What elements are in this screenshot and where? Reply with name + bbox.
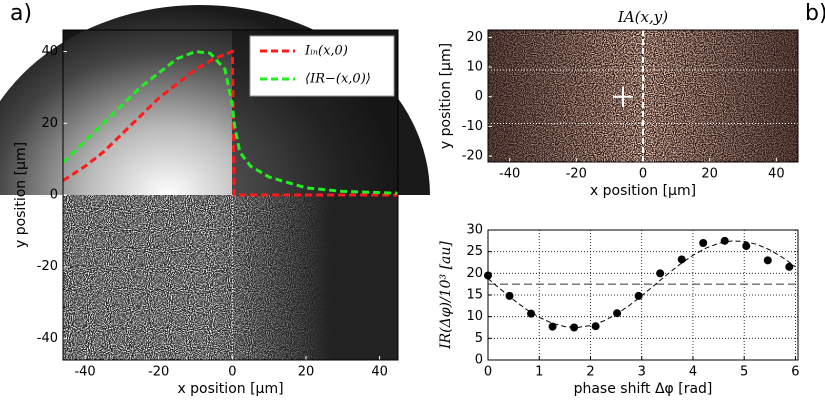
plot-frame <box>487 29 799 163</box>
x-tick-label: 40 <box>371 365 388 380</box>
legend-label: Iᵢₙ(x,0) <box>304 44 348 59</box>
point <box>742 242 751 251</box>
x-tick-label: 1 <box>535 365 543 380</box>
plot-frame <box>62 29 399 361</box>
x-axis-label: x position [μm] <box>590 183 696 199</box>
y-axis-label: y position [μm] <box>13 142 29 248</box>
point <box>699 239 708 247</box>
series-line <box>62 49 398 197</box>
y-tick-label: 30 <box>466 223 483 238</box>
y-tick-label: 5 <box>475 331 483 346</box>
y-tick-label: 0 <box>50 188 58 203</box>
x-tick-label: 0 <box>484 365 492 380</box>
x-tick-label: 4 <box>689 365 697 380</box>
y-tick-label: -40 <box>37 331 58 346</box>
point <box>505 291 514 300</box>
x-tick-label: 0 <box>639 167 647 182</box>
panel-label: a) <box>10 1 32 26</box>
y-tick-label: 25 <box>466 244 483 259</box>
y-tick-label: 0 <box>475 89 483 104</box>
point <box>570 323 579 332</box>
y-tick-label: 20 <box>41 116 58 131</box>
x-tick-label: 0 <box>228 365 236 380</box>
legend-label: ⟨IR−(x,0)⟩ <box>305 72 371 87</box>
x-axis-label: phase shift Δφ [rad] <box>574 381 713 397</box>
y-axis-label: IR(Δφ)/10³ [au] <box>438 241 454 350</box>
x-tick-label: 5 <box>740 365 748 380</box>
x-tick-label: -20 <box>148 365 169 380</box>
point <box>548 322 557 331</box>
y-tick-label: -10 <box>462 119 483 134</box>
plot-frame <box>487 229 799 361</box>
point <box>677 255 686 264</box>
y-tick-label: 20 <box>466 266 483 281</box>
x-tick-label: 20 <box>701 167 718 182</box>
x-tick-label: 2 <box>586 365 594 380</box>
point <box>763 256 772 265</box>
point <box>634 291 643 300</box>
point <box>656 269 665 278</box>
x-tick-label: -40 <box>74 365 95 380</box>
y-tick-label: 15 <box>466 288 483 303</box>
x-tick-label: 40 <box>768 167 785 182</box>
panel-label: b) <box>805 1 825 26</box>
cross-marker <box>613 86 633 107</box>
series-line <box>61 49 399 195</box>
point <box>591 322 600 331</box>
point <box>785 262 794 271</box>
y-tick-label: -20 <box>462 149 483 164</box>
y-tick-label: -20 <box>37 259 58 274</box>
x-tick-label: -40 <box>499 167 520 182</box>
x-tick-label: -20 <box>566 167 587 182</box>
y-tick-label: 40 <box>41 44 58 59</box>
point <box>527 309 536 318</box>
point <box>720 236 729 245</box>
chart-title: IA(x,y) <box>617 8 668 26</box>
speckle <box>63 195 398 360</box>
y-tick-label: 20 <box>466 30 483 45</box>
x-tick-label: 6 <box>791 365 799 380</box>
x-axis-label: x position [μm] <box>177 381 283 397</box>
y-tick-label: 10 <box>466 60 483 75</box>
x-tick-label: 3 <box>638 365 646 380</box>
point <box>613 309 622 318</box>
y-axis-label: y position [μm] <box>438 43 454 149</box>
y-tick-label: 0 <box>475 353 483 368</box>
y-tick-label: 10 <box>466 309 483 324</box>
x-tick-label: 20 <box>298 365 315 380</box>
legend-box <box>249 35 395 97</box>
